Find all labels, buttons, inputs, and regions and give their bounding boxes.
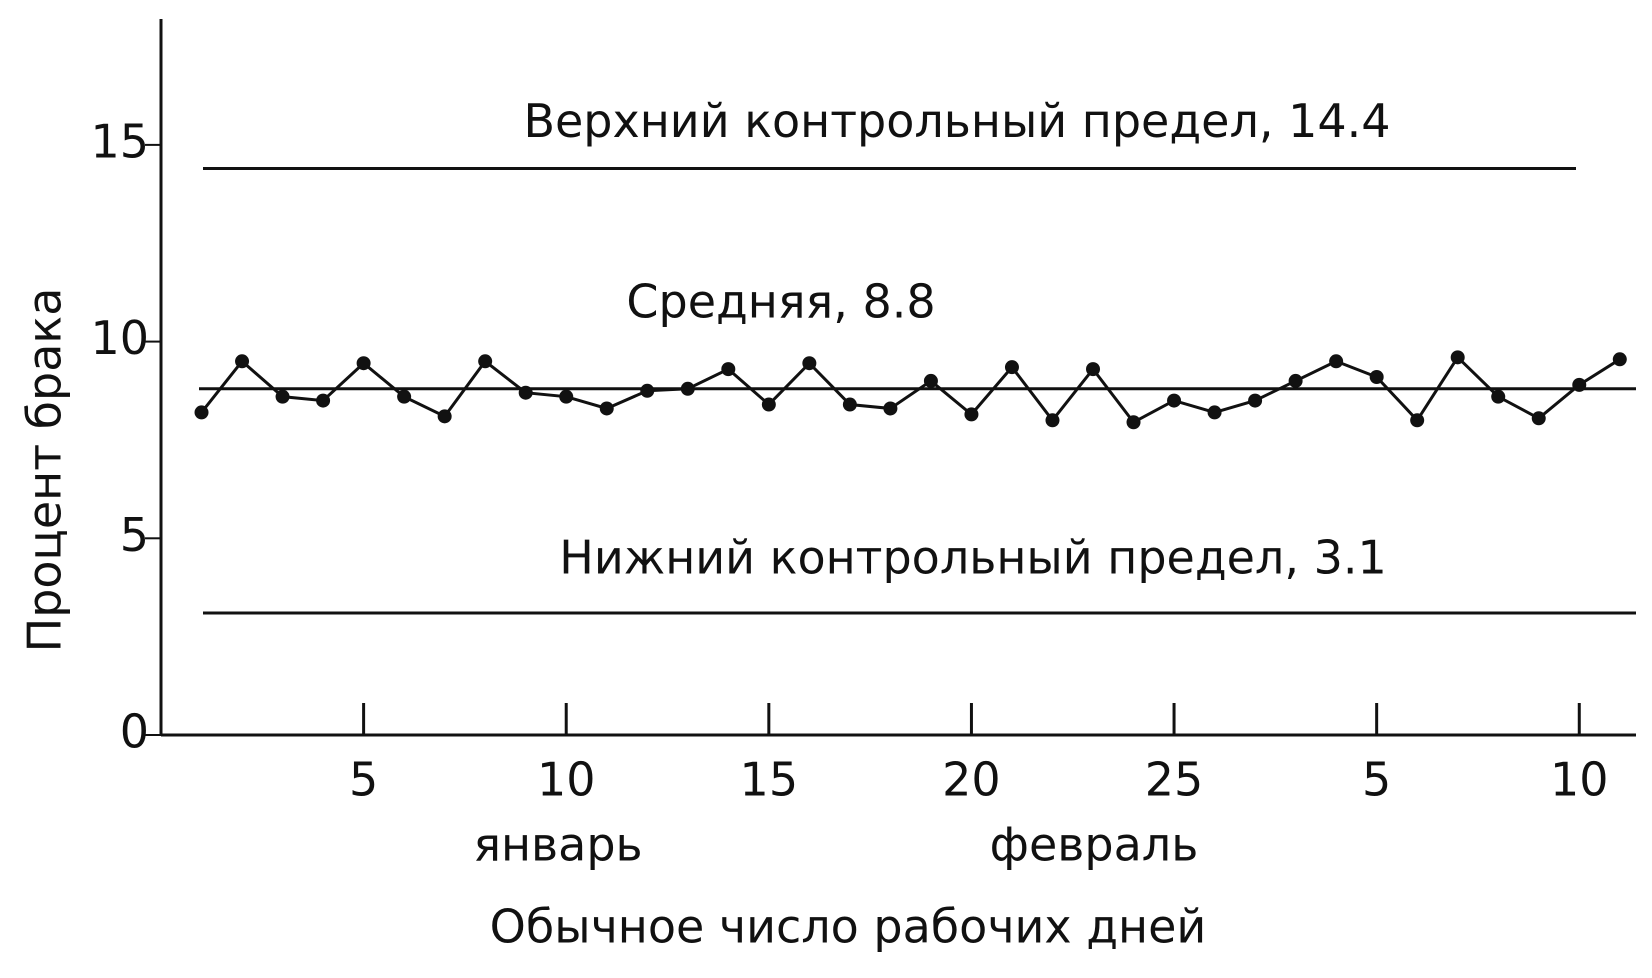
data-point xyxy=(883,401,898,416)
data-point xyxy=(478,354,493,369)
data-point xyxy=(1410,413,1425,428)
month-label: январь xyxy=(473,818,642,872)
data-point xyxy=(923,373,938,388)
x-tick-label: 5 xyxy=(1362,753,1391,807)
data-point xyxy=(761,397,776,412)
series-line xyxy=(200,354,1621,425)
month-label: февраль xyxy=(990,818,1199,872)
data-point xyxy=(316,393,331,408)
data-point xyxy=(1167,393,1182,408)
reference-label: Нижний контрольный предел, 3.1 xyxy=(559,531,1386,585)
x-tick-label: 5 xyxy=(349,753,378,807)
reference-label: Средняя, 8.8 xyxy=(626,274,935,328)
data-point xyxy=(802,356,817,371)
y-tick-label: 10 xyxy=(90,311,149,365)
x-tick-label: 20 xyxy=(942,753,1001,807)
data-point xyxy=(1329,354,1344,369)
data-point xyxy=(397,389,412,404)
y-tick-label: 15 xyxy=(90,114,149,168)
data-point xyxy=(1450,350,1465,365)
data-point xyxy=(356,356,371,371)
data-point xyxy=(1369,370,1384,384)
x-tick-label: 15 xyxy=(740,753,799,807)
data-point xyxy=(1248,393,1263,408)
data-point xyxy=(842,397,857,412)
data-point xyxy=(1086,362,1101,377)
data-point xyxy=(721,362,736,377)
data-point xyxy=(1572,377,1587,392)
data-point xyxy=(1004,360,1019,375)
y-tick-label: 0 xyxy=(120,705,149,759)
data-point xyxy=(1491,389,1506,404)
data-point xyxy=(1531,411,1546,426)
data-point xyxy=(1126,415,1141,430)
reference-label: Верхний контрольный предел, 14.4 xyxy=(523,94,1390,148)
data-point xyxy=(235,354,250,369)
data-point xyxy=(437,409,452,424)
x-axis-title: Обычное число рабочих дней xyxy=(490,900,1207,954)
data-point xyxy=(275,389,290,404)
data-point xyxy=(1207,405,1222,420)
data-point xyxy=(640,383,655,398)
data-point xyxy=(518,385,533,400)
x-tick-label: 10 xyxy=(1550,753,1609,807)
data-point xyxy=(1045,413,1060,428)
data-point xyxy=(964,407,979,422)
data-point xyxy=(1612,352,1627,367)
data-point xyxy=(194,405,209,420)
x-tick-label: 10 xyxy=(537,753,596,807)
y-tick-label: 5 xyxy=(120,508,149,562)
x-tick-label: 25 xyxy=(1145,753,1204,807)
data-point xyxy=(559,389,574,404)
data-point xyxy=(680,381,695,396)
data-point xyxy=(1288,373,1303,388)
data-point xyxy=(599,401,614,416)
y-axis-title: Процент брака xyxy=(18,288,72,653)
